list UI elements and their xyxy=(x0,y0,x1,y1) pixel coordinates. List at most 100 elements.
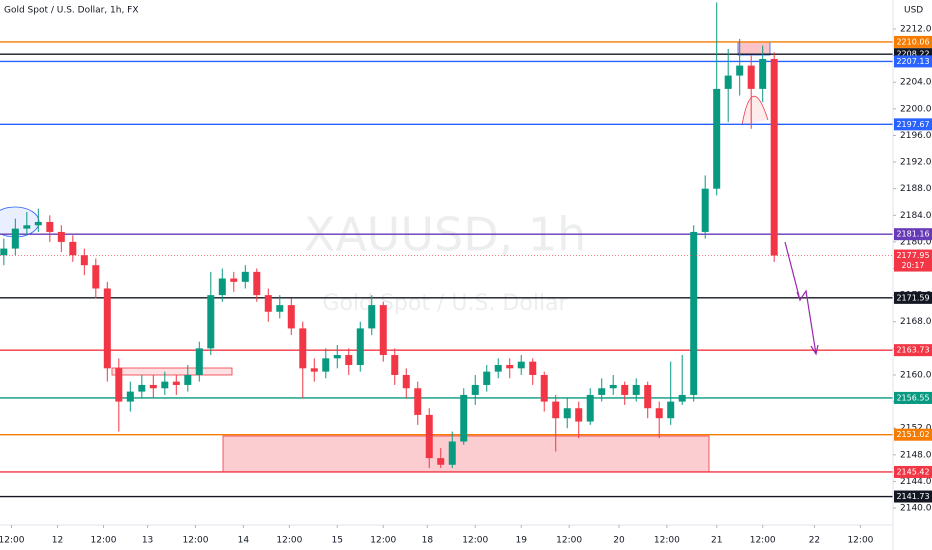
y-tick-label: 2160.00 xyxy=(900,370,932,380)
top-zone xyxy=(737,41,771,56)
level-label: 2181.16 xyxy=(896,230,929,239)
x-tick-label: 15 xyxy=(332,536,343,546)
x-tick-label: 12:00 xyxy=(847,536,873,546)
candle-body xyxy=(402,374,410,389)
candle-body xyxy=(379,305,387,356)
y-tick-label: 2200.00 xyxy=(900,104,932,114)
x-tick-label: 20 xyxy=(613,536,625,546)
chart-title: Gold Spot / U.S. Dollar, 1h, FX xyxy=(4,6,139,16)
candle-body xyxy=(586,394,594,422)
candle-body xyxy=(207,295,215,349)
x-tick-label: 12:00 xyxy=(370,536,396,546)
last-price-label: 2177.95 xyxy=(896,251,929,260)
candle-body xyxy=(460,394,468,442)
x-tick-label: 12:00 xyxy=(654,536,680,546)
y-tick-label: 2168.00 xyxy=(900,317,932,327)
x-tick-label: 12:00 xyxy=(91,536,117,546)
candle-body xyxy=(655,408,663,419)
y-tick-label: 2140.00 xyxy=(900,504,932,514)
x-tick-label: 12:00 xyxy=(462,536,488,546)
candle-body xyxy=(195,348,203,375)
candle-body xyxy=(494,364,502,372)
candle-body xyxy=(506,364,514,369)
small-zone xyxy=(111,367,233,376)
candle-body xyxy=(667,401,675,419)
level-label: 2197.67 xyxy=(896,120,929,129)
candle-body xyxy=(678,394,686,402)
candle-body xyxy=(529,361,537,375)
candle-body xyxy=(218,278,226,296)
candle-body xyxy=(563,408,571,419)
candle-body xyxy=(103,288,111,369)
candle-body xyxy=(701,188,709,232)
level-label-bg xyxy=(894,465,932,478)
candle-body xyxy=(448,441,456,465)
level-label-bg xyxy=(894,490,932,503)
candle-body xyxy=(747,65,755,89)
level-label: 2210.06 xyxy=(896,37,929,46)
level-label: 2145.42 xyxy=(896,467,929,476)
x-tick-label: 12:00 xyxy=(276,536,302,546)
y-tick-label: 2212.00 xyxy=(900,25,932,35)
y-tick-label: 2148.00 xyxy=(900,450,932,460)
x-tick-label: 12 xyxy=(52,536,63,546)
candle-body xyxy=(310,368,318,372)
candle-body xyxy=(644,384,652,409)
candle-body xyxy=(690,231,698,395)
candle-body xyxy=(80,255,88,266)
candle-body xyxy=(0,248,8,256)
x-tick-label: 12:00 xyxy=(182,536,208,546)
level-label: 2141.73 xyxy=(896,492,929,501)
level-label: 2171.59 xyxy=(896,293,929,302)
candle-body xyxy=(149,384,157,389)
candle-body xyxy=(724,75,732,89)
candle-body xyxy=(230,278,238,282)
candle-body xyxy=(253,271,261,296)
y-tick-label: 2152.00 xyxy=(900,424,932,434)
axes: 2140.002144.002148.002152.002156.002160.… xyxy=(0,25,932,546)
candle-body xyxy=(414,388,422,415)
candle-body xyxy=(276,305,284,312)
level-label: 2156.55 xyxy=(896,393,929,402)
candle-body xyxy=(471,384,479,395)
candle-body xyxy=(333,355,341,359)
level-label-bg xyxy=(894,344,932,357)
candle-body xyxy=(356,328,364,365)
level-label-bg xyxy=(894,391,932,404)
x-tick-label: 12:00 xyxy=(750,536,776,546)
candle-body xyxy=(34,221,42,226)
candle-body xyxy=(368,305,376,329)
candle-body xyxy=(736,65,744,76)
candle-body xyxy=(483,371,491,385)
candle-body xyxy=(345,355,353,365)
x-tick-label: 18 xyxy=(422,536,434,546)
candle-body xyxy=(598,388,606,395)
x-tick-label: 21 xyxy=(711,536,722,546)
x-tick-label: 13 xyxy=(142,536,153,546)
candle-body xyxy=(437,458,445,465)
x-tick-label: 22 xyxy=(809,536,820,546)
candle-body xyxy=(23,225,31,229)
level-label: 2163.73 xyxy=(896,346,929,355)
candle-body xyxy=(609,384,617,389)
candle-body xyxy=(46,221,54,232)
candle-body xyxy=(138,384,146,392)
countdown: 20:17 xyxy=(901,261,924,270)
candle-body xyxy=(621,384,629,395)
candle-body xyxy=(287,305,295,329)
y-tick-label: 2192.00 xyxy=(900,158,932,168)
candle-body xyxy=(69,241,77,256)
x-tick-label: 12:00 xyxy=(0,536,25,546)
level-label: 2207.13 xyxy=(896,57,929,66)
highlight-ellipse xyxy=(0,206,40,238)
level-label-bg xyxy=(894,428,932,441)
demand-zone xyxy=(222,435,710,473)
currency: USD xyxy=(904,6,923,16)
candle-body xyxy=(552,401,560,419)
level-label-bg xyxy=(894,35,932,48)
x-tick-label: 19 xyxy=(516,536,528,546)
y-tick-label: 2184.00 xyxy=(900,211,932,221)
candle-body xyxy=(575,408,583,422)
candle-body xyxy=(540,374,548,402)
candle-body xyxy=(57,231,65,242)
